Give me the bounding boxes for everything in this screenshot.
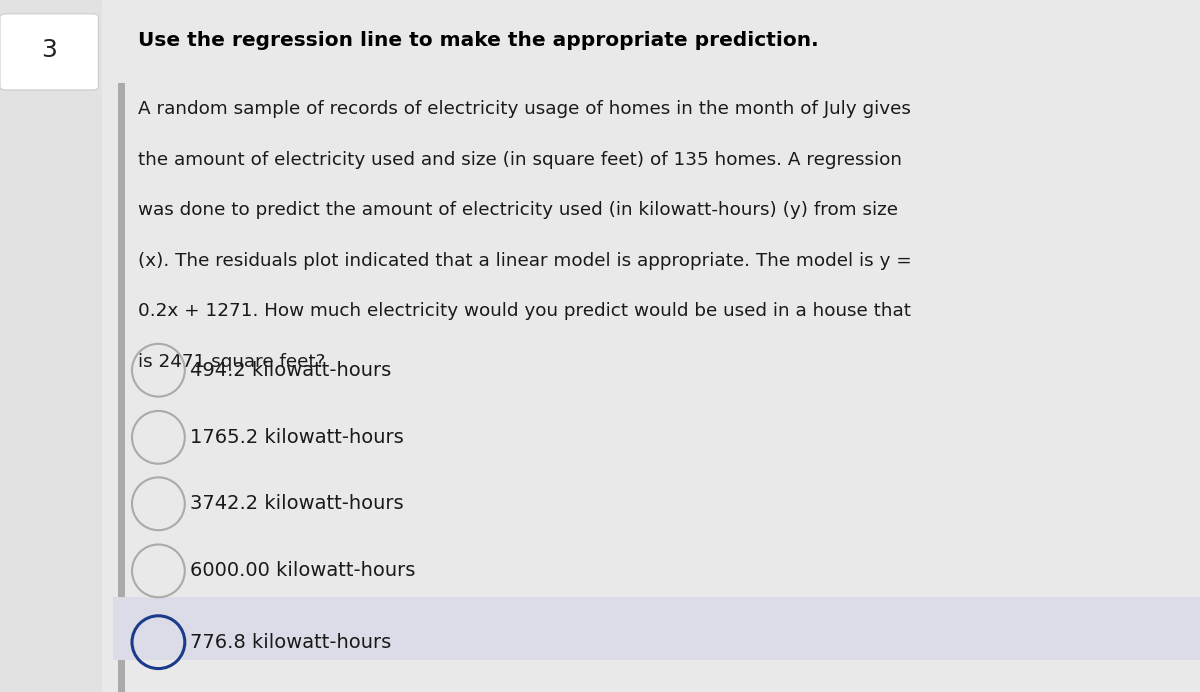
Text: was done to predict the amount of electricity used (in kilowatt-hours) (y) from : was done to predict the amount of electr… (138, 201, 898, 219)
FancyBboxPatch shape (0, 14, 98, 90)
Text: the amount of electricity used and size (in square feet) of 135 homes. A regress: the amount of electricity used and size … (138, 151, 902, 169)
FancyBboxPatch shape (0, 0, 102, 692)
Text: 0.2x + 1271. How much electricity would you predict would be used in a house tha: 0.2x + 1271. How much electricity would … (138, 302, 911, 320)
Text: 3742.2 kilowatt-hours: 3742.2 kilowatt-hours (190, 494, 403, 513)
Text: 776.8 kilowatt-hours: 776.8 kilowatt-hours (190, 632, 391, 652)
Text: 494.2 kilowatt-hours: 494.2 kilowatt-hours (190, 361, 391, 380)
Text: 1765.2 kilowatt-hours: 1765.2 kilowatt-hours (190, 428, 403, 447)
Text: (x). The residuals plot indicated that a linear model is appropriate. The model : (x). The residuals plot indicated that a… (138, 252, 912, 270)
Text: 6000.00 kilowatt-hours: 6000.00 kilowatt-hours (190, 561, 415, 581)
Text: 3: 3 (41, 38, 58, 62)
FancyBboxPatch shape (118, 83, 125, 692)
Text: Use the regression line to make the appropriate prediction.: Use the regression line to make the appr… (138, 31, 818, 50)
FancyBboxPatch shape (113, 597, 1200, 660)
Text: is 2471 square feet?: is 2471 square feet? (138, 353, 325, 371)
Text: A random sample of records of electricity usage of homes in the month of July gi: A random sample of records of electricit… (138, 100, 911, 118)
